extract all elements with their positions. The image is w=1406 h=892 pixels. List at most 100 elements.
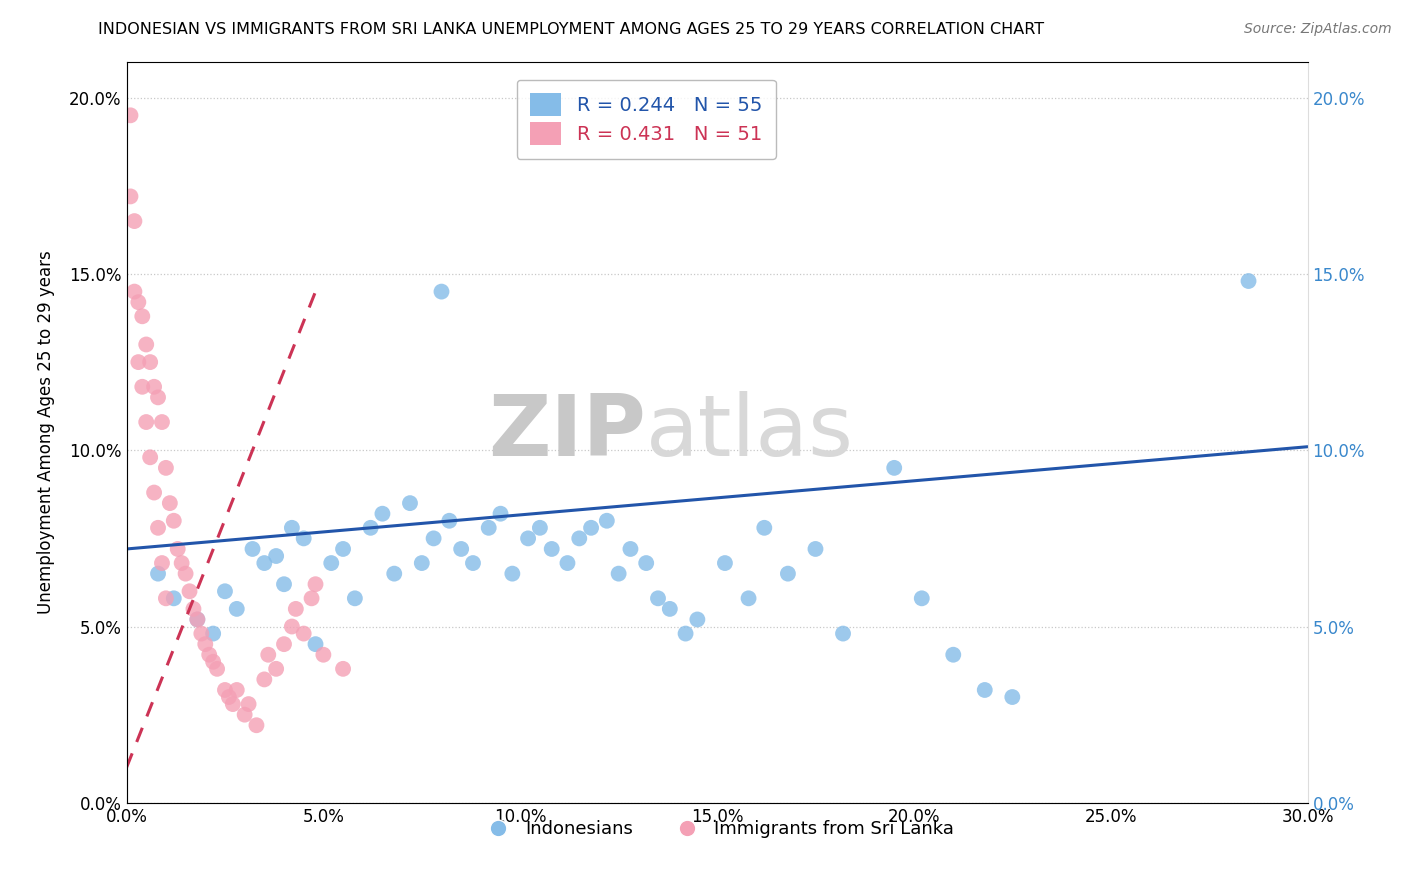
- Point: [143, 380, 166, 394]
- Point: [225, 602, 247, 616]
- Point: [332, 541, 354, 556]
- Point: [163, 514, 186, 528]
- Point: [304, 577, 326, 591]
- Point: [1237, 274, 1260, 288]
- Point: [301, 591, 323, 606]
- Point: [179, 584, 201, 599]
- Point: [186, 612, 208, 626]
- Point: [411, 556, 433, 570]
- Point: [399, 496, 422, 510]
- Point: [139, 450, 162, 465]
- Point: [883, 461, 905, 475]
- Point: [131, 380, 153, 394]
- Point: [124, 214, 146, 228]
- Point: [131, 310, 153, 324]
- Point: [422, 532, 444, 546]
- Point: [281, 619, 304, 633]
- Point: [264, 549, 287, 563]
- Point: [450, 541, 472, 556]
- Point: [120, 189, 142, 203]
- Point: [312, 648, 335, 662]
- Point: [675, 626, 697, 640]
- Point: [186, 612, 208, 626]
- Point: [242, 541, 264, 556]
- Point: [371, 507, 394, 521]
- Point: [304, 637, 326, 651]
- Point: [127, 355, 149, 369]
- Point: [430, 285, 453, 299]
- Point: [557, 556, 579, 570]
- Point: [501, 566, 523, 581]
- Point: [150, 415, 173, 429]
- Point: [202, 626, 225, 640]
- Point: [647, 591, 669, 606]
- Point: [489, 507, 512, 521]
- Point: [973, 683, 995, 698]
- Point: [332, 662, 354, 676]
- Point: [222, 697, 245, 711]
- Point: [135, 415, 157, 429]
- Point: [245, 718, 267, 732]
- Point: [596, 514, 619, 528]
- Point: [686, 612, 709, 626]
- Point: [218, 690, 240, 704]
- Text: Source: ZipAtlas.com: Source: ZipAtlas.com: [1244, 22, 1392, 37]
- Point: [163, 591, 186, 606]
- Point: [183, 602, 205, 616]
- Y-axis label: Unemployment Among Ages 25 to 29 years: Unemployment Among Ages 25 to 29 years: [38, 251, 55, 615]
- Point: [205, 662, 228, 676]
- Point: [124, 285, 146, 299]
- Point: [253, 556, 276, 570]
- Point: [636, 556, 658, 570]
- Text: INDONESIAN VS IMMIGRANTS FROM SRI LANKA UNEMPLOYMENT AMONG AGES 25 TO 29 YEARS C: INDONESIAN VS IMMIGRANTS FROM SRI LANKA …: [98, 22, 1045, 37]
- Point: [1001, 690, 1024, 704]
- Point: [343, 591, 366, 606]
- Point: [284, 602, 307, 616]
- Point: [202, 655, 225, 669]
- Point: [170, 556, 193, 570]
- Point: [579, 521, 602, 535]
- Point: [198, 648, 221, 662]
- Point: [214, 584, 236, 599]
- Point: [911, 591, 934, 606]
- Point: [658, 602, 681, 616]
- Point: [804, 541, 827, 556]
- Point: [461, 556, 484, 570]
- Text: atlas: atlas: [647, 391, 855, 475]
- Point: [264, 662, 287, 676]
- Point: [292, 532, 315, 546]
- Point: [159, 496, 181, 510]
- Point: [517, 532, 540, 546]
- Legend: Indonesians, Immigrants from Sri Lanka: Indonesians, Immigrants from Sri Lanka: [472, 814, 962, 846]
- Point: [281, 521, 304, 535]
- Point: [120, 108, 142, 122]
- Point: [253, 673, 276, 687]
- Point: [233, 707, 256, 722]
- Point: [360, 521, 382, 535]
- Point: [214, 683, 236, 698]
- Point: [714, 556, 737, 570]
- Point: [143, 485, 166, 500]
- Point: [273, 577, 295, 591]
- Point: [257, 648, 280, 662]
- Point: [155, 591, 177, 606]
- Point: [540, 541, 562, 556]
- Point: [238, 697, 260, 711]
- Point: [273, 637, 295, 651]
- Point: [321, 556, 343, 570]
- Point: [166, 541, 188, 556]
- Point: [607, 566, 630, 581]
- Text: ZIP: ZIP: [488, 391, 647, 475]
- Point: [139, 355, 162, 369]
- Point: [135, 337, 157, 351]
- Point: [619, 541, 641, 556]
- Point: [439, 514, 461, 528]
- Point: [382, 566, 405, 581]
- Point: [776, 566, 799, 581]
- Point: [146, 521, 169, 535]
- Point: [146, 390, 169, 404]
- Point: [568, 532, 591, 546]
- Point: [150, 556, 173, 570]
- Point: [225, 683, 247, 698]
- Point: [127, 295, 149, 310]
